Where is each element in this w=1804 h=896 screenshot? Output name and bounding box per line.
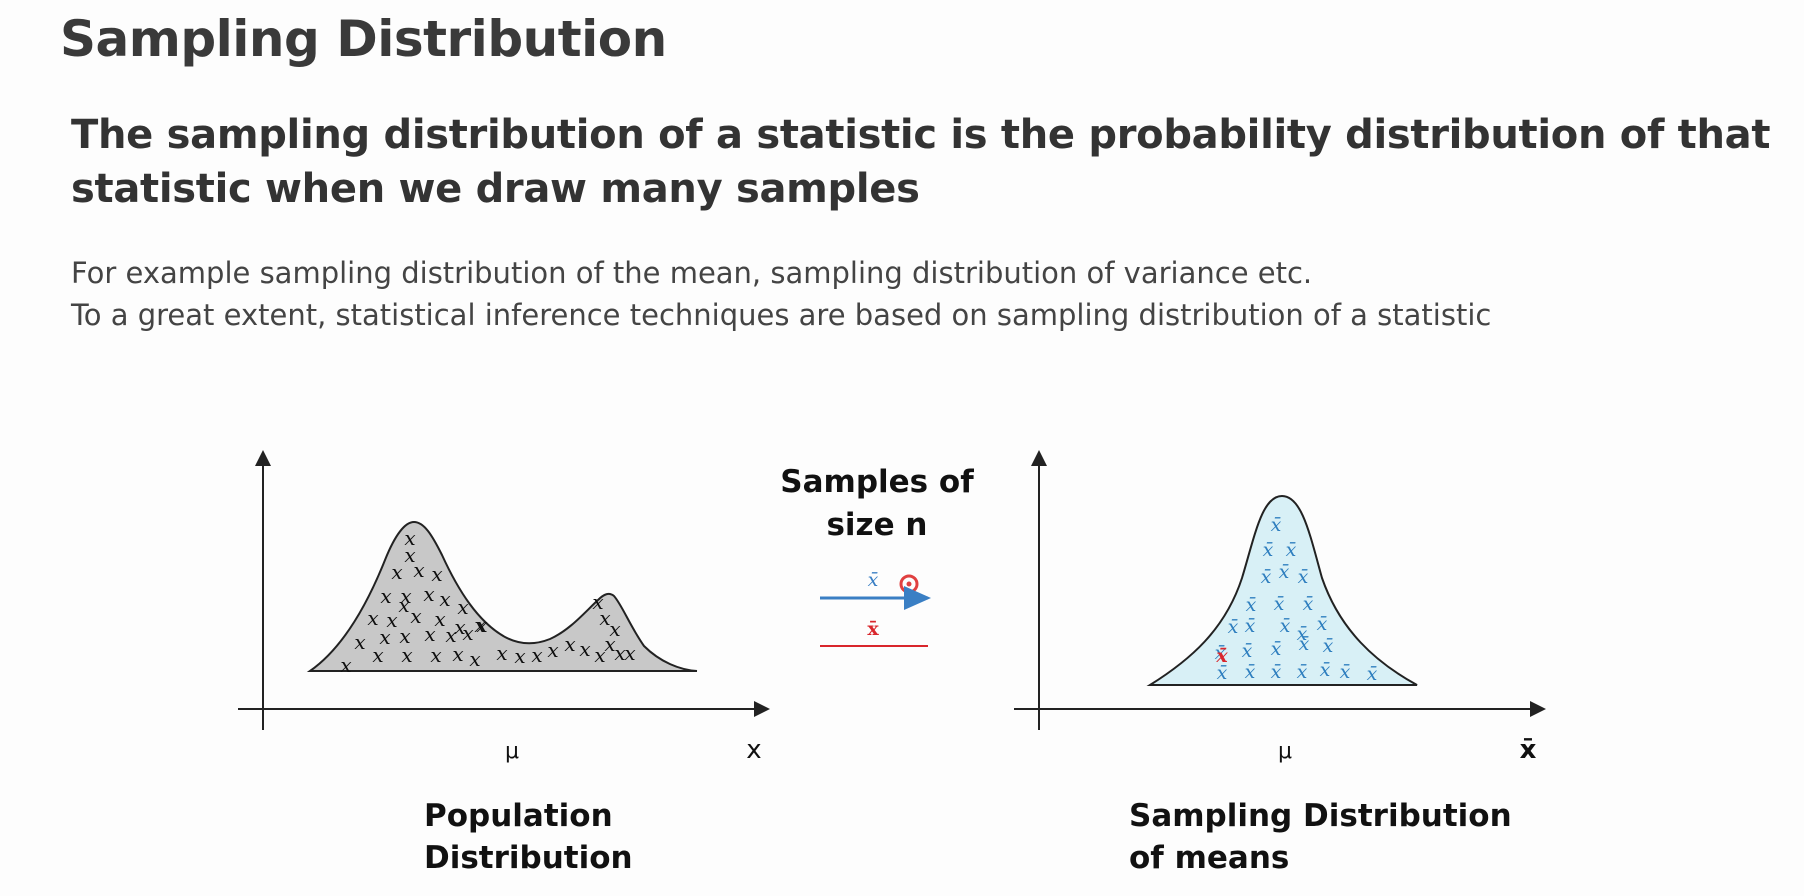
sample-mean-marker: x̄ [1215, 642, 1226, 664]
population-x-axis-label: x [746, 735, 761, 765]
sampling-distribution-panel: x̄x̄ x̄x̄ x̄ x̄x̄ x̄ x̄x̄ x̄ x̄ x̄ x̄x̄ x̄ x̄ x̄ x̄x̄… [1014, 450, 1546, 876]
population-marker: x [474, 613, 485, 637]
population-marker: x [424, 622, 435, 646]
red-sample-mean-marker: x̄ [867, 618, 879, 640]
cursor-indicator-dot [906, 581, 912, 587]
sampling-mu-label: μ [1278, 739, 1292, 764]
sample-mean-marker: x̄ [1217, 662, 1228, 684]
population-marker: x [469, 647, 480, 671]
definition-line-1: The sampling distribution of a statistic… [71, 112, 1771, 158]
population-marker: x [614, 641, 625, 665]
samples-label-line-1: Samples of [780, 464, 974, 500]
sampling-x-axis-label: x̄ [1520, 735, 1537, 765]
sample-mean-marker: x̄ [1261, 566, 1272, 588]
population-marker: x [431, 562, 442, 586]
sample-mean-marker: x̄ [1299, 633, 1310, 655]
sample-mean-marker: x̄ [1298, 566, 1309, 588]
sampling-markers: x̄x̄ x̄x̄ x̄ x̄x̄ x̄ x̄x̄ x̄ x̄ x̄ x̄x̄ x̄ x̄ x̄ x̄x̄… [1215, 514, 1378, 685]
sample-mean-marker: x̄ [1245, 615, 1256, 637]
sample-mean-marker: x̄ [1320, 659, 1331, 681]
population-marker: x [391, 560, 402, 584]
sample-mean-marker: x̄ [1367, 663, 1378, 685]
population-marker: x [379, 625, 390, 649]
population-caption-line-1: Population [424, 798, 613, 834]
population-marker: x [531, 643, 542, 667]
body-text: For example sampling distribution of the… [71, 252, 1491, 336]
population-marker: x [592, 590, 603, 614]
sampling-caption-line-1: Sampling Distribution [1129, 798, 1512, 834]
population-marker: x [340, 653, 351, 677]
population-marker: x [354, 630, 365, 654]
sample-mean-marker: x̄ [1271, 514, 1282, 536]
population-marker: x [380, 584, 391, 608]
population-marker: x [401, 643, 412, 667]
sample-mean-marker: x̄ [1242, 640, 1253, 662]
population-marker: x [410, 604, 421, 628]
sampling-curve [1146, 494, 1418, 686]
sample-mean-marker: x̄ [1279, 561, 1290, 583]
sample-mean-marker: x̄ [1271, 661, 1282, 683]
body-line-1: For example sampling distribution of the… [71, 256, 1313, 290]
population-marker: x [423, 582, 434, 606]
sample-mean-marker: x̄ [1303, 593, 1314, 615]
sample-mean-marker: x̄ [1245, 661, 1256, 683]
sample-mean-marker: x̄ [1246, 594, 1257, 616]
sample-mean-marker: x̄ [1323, 635, 1334, 657]
population-marker: x [462, 621, 473, 645]
population-marker: x [404, 543, 415, 567]
population-marker: x [604, 632, 615, 656]
sample-mean-marker: x̄ [1317, 613, 1328, 635]
population-marker: x [430, 643, 441, 667]
population-marker: x [452, 642, 463, 666]
population-marker: x [599, 606, 610, 630]
population-marker: x [609, 617, 620, 641]
samples-panel: Samples of size n x̄ x̄ [780, 464, 974, 647]
population-marker: x [400, 584, 411, 608]
population-marker: x [564, 632, 575, 656]
population-marker: x [372, 643, 383, 667]
body-line-2: To a great extent, statistical inference… [71, 298, 1492, 332]
sample-mean-marker: x̄ [1286, 539, 1297, 561]
population-curve [306, 520, 698, 672]
population-marker: x [445, 623, 456, 647]
population-marker: x [624, 641, 635, 665]
population-marker: x [367, 606, 378, 630]
blue-sample-mean-marker: x̄ [868, 569, 879, 591]
population-marker: x [399, 624, 410, 648]
population-marker: x [398, 593, 409, 617]
population-marker: x [386, 608, 397, 632]
population-marker: x [476, 613, 487, 637]
sample-mean-marker: x̄ [1297, 661, 1308, 683]
population-panel: xxx x xx x x x xx xx x x x xx x x x x x xx x x x x x x x x x x x xxxx… [238, 450, 770, 876]
sample-mean-marker: x̄ [1263, 539, 1274, 561]
population-marker: x [579, 637, 590, 661]
population-markers: xxx x xx x x x xx xx x x x xx x x x x x xx x x x x x x x x x x x xxxx… [340, 526, 635, 677]
definition-line-2: statistic when we draw many samples [71, 166, 920, 212]
population-marker: x [439, 587, 450, 611]
population-marker: x [454, 615, 465, 639]
definition-text: The sampling distribution of a statistic… [71, 108, 1771, 216]
sample-mean-marker: x̄ [1297, 623, 1308, 645]
population-marker: x [413, 558, 424, 582]
population-marker: x [594, 643, 605, 667]
sample-mean-marker-highlighted: x̄ [1215, 645, 1228, 667]
population-mu-label: μ [505, 739, 519, 764]
sampling-caption-line-2: of means [1129, 840, 1289, 876]
slide-title: Sampling Distribution [60, 10, 667, 68]
population-marker: x [434, 607, 445, 631]
population-marker: x [514, 644, 525, 668]
population-marker: x [496, 641, 507, 665]
sample-mean-marker: x̄ [1340, 661, 1351, 683]
samples-label-line-2: size n [826, 507, 927, 543]
sample-mean-marker: x̄ [1274, 593, 1285, 615]
population-marker: x [457, 595, 468, 619]
sample-mean-marker: x̄ [1228, 616, 1239, 638]
population-marker: x [404, 526, 415, 550]
population-marker: x [547, 638, 558, 662]
sample-mean-marker: x̄ [1280, 615, 1291, 637]
population-caption-line-2: Distribution [424, 840, 633, 876]
sample-mean-marker: x̄ [1271, 638, 1282, 660]
